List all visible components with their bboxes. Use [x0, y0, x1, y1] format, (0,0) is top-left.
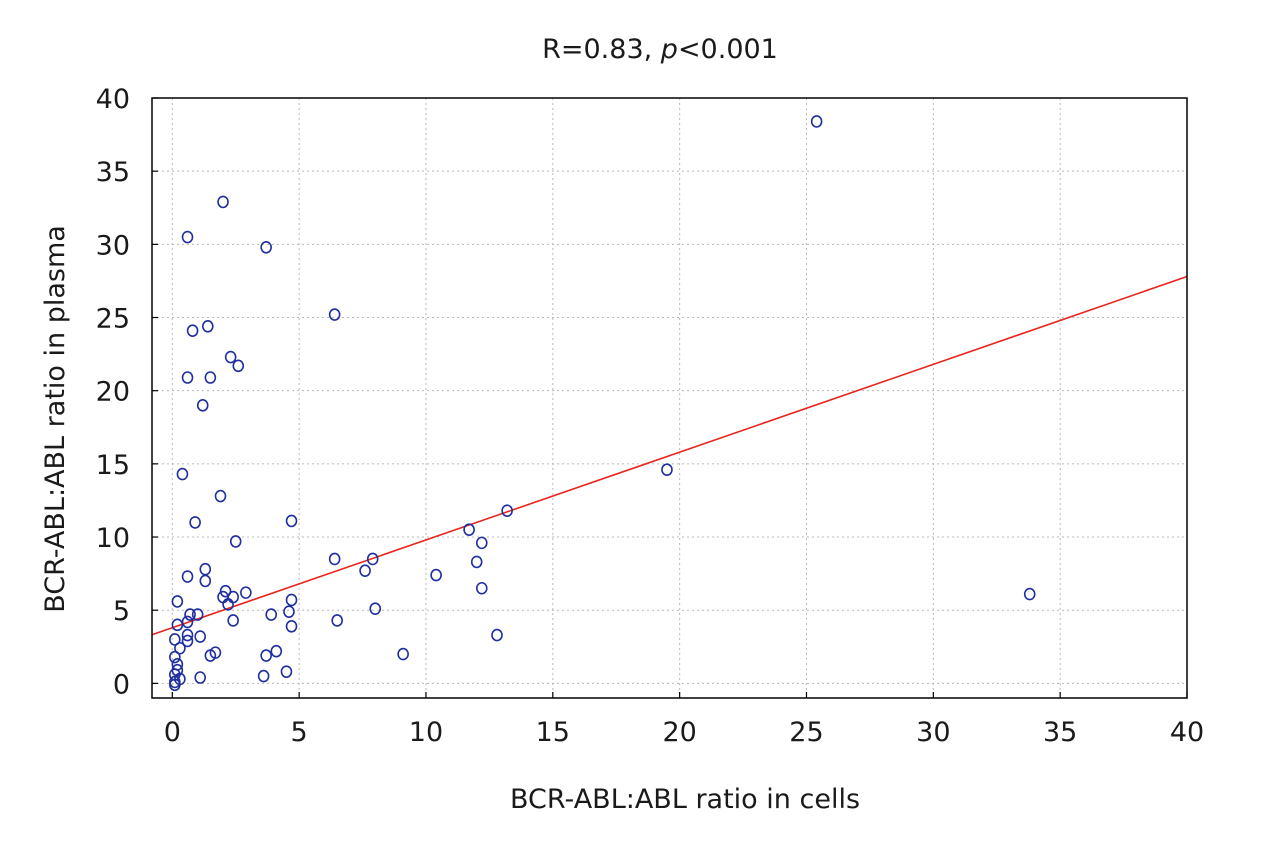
- y-tick-label: 5: [113, 596, 130, 627]
- data-point: [214, 489, 227, 503]
- data-point: [470, 555, 483, 569]
- title-prefix: R=0.83,: [542, 34, 661, 65]
- data-point: [186, 324, 199, 337]
- data-point: [189, 516, 201, 529]
- title-p-italic: p: [660, 34, 678, 65]
- data-point: [199, 562, 212, 576]
- y-tick-label: 0: [113, 669, 130, 700]
- title-suffix: <0.001: [678, 34, 778, 65]
- data-point: [397, 647, 409, 661]
- data-point: [475, 536, 488, 550]
- data-point: [227, 614, 239, 627]
- y-tick-label: 35: [96, 157, 130, 188]
- data-point: [463, 523, 475, 537]
- x-tick-label: 5: [291, 717, 308, 748]
- x-tick-label: 25: [789, 717, 823, 748]
- data-point: [240, 586, 252, 599]
- data-point: [194, 630, 206, 643]
- data-point: [285, 593, 298, 607]
- x-axis-ticks: 0 5 10 15 20 25 30 35 40: [164, 692, 1204, 748]
- data-point: [260, 240, 272, 254]
- data-point: [224, 350, 237, 364]
- data-point: [204, 371, 217, 384]
- data-point: [475, 581, 488, 595]
- data-point: [204, 649, 217, 662]
- y-tick-label: 20: [96, 377, 130, 408]
- data-point: [191, 608, 204, 621]
- y-tick-label: 15: [96, 450, 130, 481]
- data-point: [199, 574, 212, 588]
- data-point: [181, 230, 194, 244]
- data-point: [270, 644, 283, 658]
- regression-line-layer: [151, 275, 1188, 636]
- chart-title: R=0.83, p<0.001: [542, 34, 778, 65]
- data-point: [194, 671, 206, 684]
- data-point: [366, 552, 379, 566]
- data-point: [217, 195, 229, 209]
- data-point: [196, 399, 209, 412]
- data-point: [171, 618, 184, 632]
- data-point: [491, 628, 503, 642]
- data-point: [232, 359, 245, 373]
- x-tick-label: 20: [662, 717, 696, 748]
- data-point: [359, 564, 371, 577]
- data-point: [331, 614, 343, 627]
- data-points: [169, 115, 1036, 692]
- data-point: [265, 608, 278, 621]
- x-tick-label: 40: [1170, 717, 1204, 748]
- data-point: [369, 602, 382, 616]
- x-axis-title: BCR-ABL:ABL ratio in cells: [510, 784, 860, 815]
- data-point: [181, 628, 194, 642]
- data-point: [1023, 587, 1036, 601]
- grid-lines: [152, 98, 1187, 698]
- data-point: [174, 641, 186, 655]
- data-point: [283, 605, 295, 618]
- data-point: [810, 115, 823, 128]
- data-point: [328, 552, 341, 566]
- data-point: [169, 650, 181, 664]
- x-tick-label: 10: [409, 717, 443, 748]
- y-tick-label: 40: [96, 84, 130, 115]
- x-tick-label: 15: [536, 717, 570, 748]
- data-point: [285, 619, 298, 633]
- data-point: [169, 633, 181, 646]
- data-point: [181, 371, 194, 384]
- y-axis-ticks: 0 5 10 15 20 25 30 35 40: [96, 84, 158, 700]
- data-point: [176, 467, 189, 481]
- data-point: [219, 584, 232, 598]
- x-tick-label: 0: [164, 717, 181, 748]
- data-point: [285, 514, 298, 528]
- data-point: [257, 669, 270, 683]
- x-tick-label: 30: [916, 717, 950, 748]
- data-point: [280, 665, 293, 678]
- x-tick-label: 35: [1043, 717, 1077, 748]
- data-point: [227, 590, 239, 604]
- data-point: [328, 308, 341, 321]
- data-point: [171, 595, 184, 608]
- data-point: [222, 598, 234, 611]
- regression-line: [151, 275, 1188, 636]
- data-point: [260, 649, 272, 662]
- data-point: [184, 608, 196, 621]
- data-point: [181, 634, 194, 648]
- y-tick-label: 30: [96, 230, 130, 261]
- data-point: [501, 504, 513, 517]
- data-point: [181, 570, 194, 583]
- data-point: [169, 678, 181, 692]
- y-tick-label: 10: [96, 523, 130, 554]
- data-point: [229, 535, 242, 548]
- plot-frame: [151, 97, 1188, 699]
- data-point: [661, 463, 673, 477]
- y-tick-label: 25: [96, 304, 130, 335]
- y-axis-title: BCR-ABL:ABL ratio in plasma: [40, 225, 71, 613]
- data-point: [430, 568, 442, 582]
- data-point: [202, 319, 214, 333]
